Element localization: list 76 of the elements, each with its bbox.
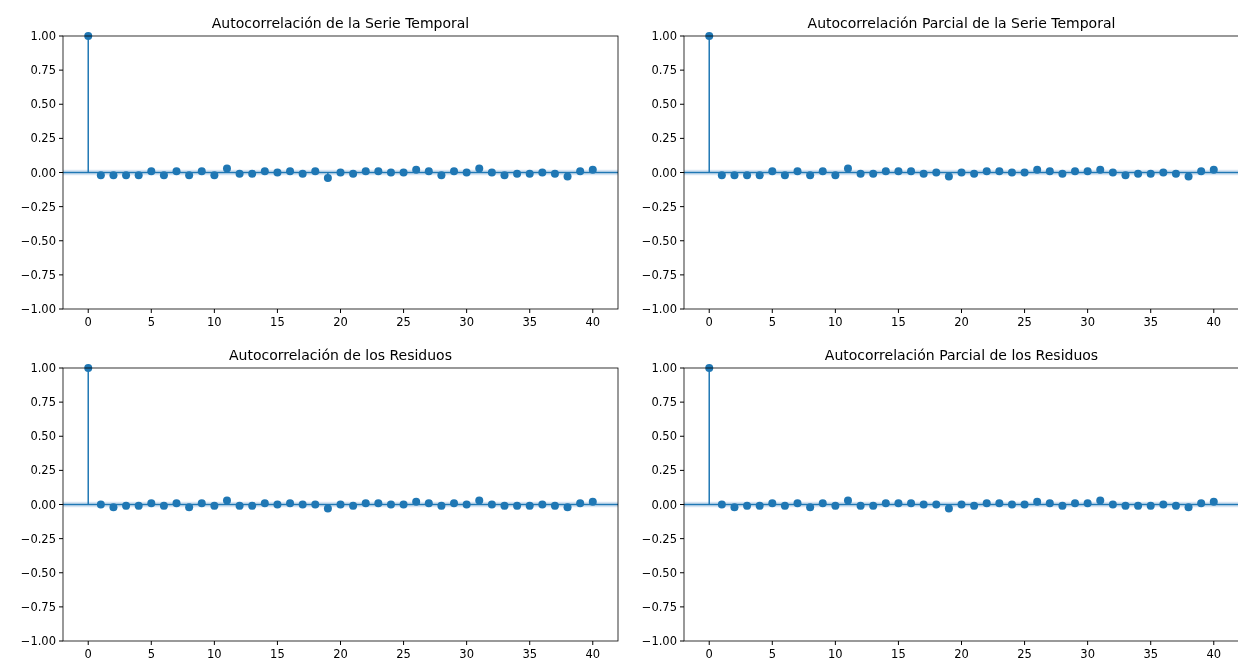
- x-tick-label: 5: [768, 647, 776, 661]
- y-tick-label: 0.00: [651, 497, 677, 512]
- x-tick-label: 20: [954, 315, 969, 329]
- y-tick-label: 1.00: [30, 29, 56, 44]
- x-tick-label: 40: [1206, 647, 1222, 661]
- y-tick-label: −0.50: [20, 565, 56, 580]
- y-tick-label: −0.75: [641, 599, 677, 614]
- x-tick-label: 20: [954, 647, 969, 661]
- y-tick-label: 0.50: [651, 429, 677, 444]
- x-tick-label: 15: [270, 315, 285, 329]
- y-tick-label: −0.25: [20, 199, 56, 214]
- y-tick-label: −0.50: [641, 565, 677, 580]
- x-tick-label: 15: [270, 647, 285, 661]
- x-tick-label: 35: [522, 647, 538, 661]
- x-tick-label: 40: [1206, 315, 1222, 329]
- x-tick-label: 5: [147, 647, 155, 661]
- y-tick-label: 0.75: [651, 395, 677, 410]
- x-tick-label: 15: [891, 647, 906, 661]
- y-tick-label: 0.75: [30, 63, 56, 78]
- x-tick-label: 10: [207, 315, 222, 329]
- y-tick-label: 0.25: [30, 463, 56, 478]
- y-tick-label: 0.50: [30, 429, 56, 444]
- y-tick-label: −1.00: [641, 634, 677, 649]
- x-tick-label: 20: [333, 647, 348, 661]
- chart-title: Autocorrelación Parcial de los Residuos: [824, 347, 1099, 363]
- x-tick-label: 15: [891, 315, 906, 329]
- y-tick-label: −0.50: [641, 233, 677, 248]
- y-tick-label: 0.00: [651, 165, 677, 180]
- x-tick-label: 25: [396, 647, 411, 661]
- x-tick-label: 35: [1143, 315, 1159, 329]
- chart-title: Autocorrelación Parcial de la Serie Temporal: [807, 15, 1116, 31]
- x-tick-label: 10: [828, 315, 843, 329]
- x-tick-label: 20: [333, 315, 348, 329]
- y-tick-label: 0.50: [30, 97, 56, 112]
- x-tick-label: 10: [828, 647, 843, 661]
- y-tick-label: 0.00: [30, 497, 56, 512]
- y-tick-label: 0.25: [30, 131, 56, 146]
- x-tick-label: 30: [459, 315, 474, 329]
- x-tick-label: 0: [84, 315, 92, 329]
- y-tick-label: −0.25: [20, 531, 56, 546]
- y-tick-label: 0.50: [651, 97, 677, 112]
- x-tick-label: 40: [585, 315, 601, 329]
- y-tick-label: 0.00: [30, 165, 56, 180]
- y-tick-label: −1.00: [641, 302, 677, 317]
- y-tick-label: −0.25: [641, 199, 677, 214]
- x-tick-label: 25: [1017, 315, 1032, 329]
- x-tick-label: 30: [1080, 315, 1095, 329]
- x-tick-label: 5: [147, 315, 155, 329]
- x-tick-label: 25: [396, 315, 411, 329]
- x-tick-label: 0: [84, 647, 92, 661]
- chart-title: Autocorrelación de la Serie Temporal: [211, 15, 470, 31]
- y-tick-label: 0.25: [651, 463, 677, 478]
- x-tick-label: 30: [459, 647, 474, 661]
- y-tick-label: −0.50: [20, 233, 56, 248]
- y-tick-label: 0.75: [30, 395, 56, 410]
- y-tick-label: −0.75: [641, 267, 677, 282]
- x-tick-label: 35: [1143, 647, 1159, 661]
- x-tick-label: 25: [1017, 647, 1032, 661]
- x-tick-label: 0: [705, 647, 713, 661]
- y-tick-label: 1.00: [651, 29, 677, 44]
- chart-title: Autocorrelación de los Residuos: [229, 347, 452, 363]
- y-tick-label: 1.00: [30, 361, 56, 376]
- x-tick-label: 30: [1080, 647, 1095, 661]
- x-tick-label: 40: [585, 647, 601, 661]
- y-tick-label: 0.25: [651, 131, 677, 146]
- y-tick-label: −1.00: [20, 634, 56, 649]
- y-tick-label: 1.00: [651, 361, 677, 376]
- y-tick-label: −0.75: [20, 599, 56, 614]
- y-tick-label: −0.75: [20, 267, 56, 282]
- y-tick-label: 0.75: [651, 63, 677, 78]
- x-tick-label: 35: [522, 315, 538, 329]
- y-tick-label: −1.00: [20, 302, 56, 317]
- x-tick-label: 10: [207, 647, 222, 661]
- y-tick-label: −0.25: [641, 531, 677, 546]
- x-tick-label: 0: [705, 315, 713, 329]
- x-tick-label: 5: [768, 315, 776, 329]
